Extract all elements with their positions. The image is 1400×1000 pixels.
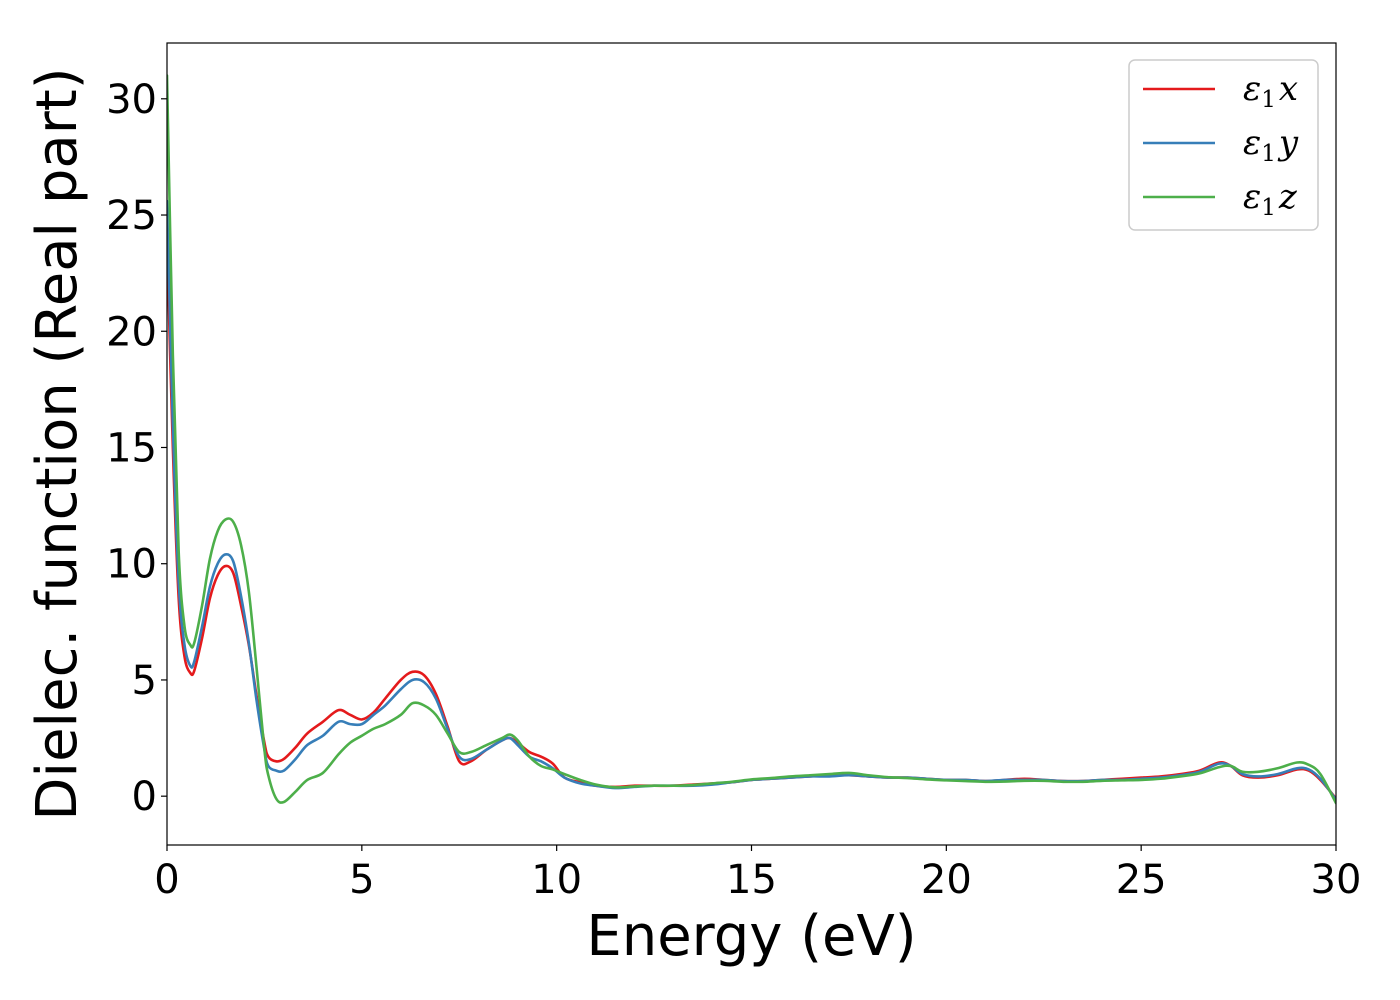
x-tick-label: 5 <box>349 857 374 903</box>
legend-box <box>1128 59 1319 231</box>
y-tick-label: 10 <box>106 542 157 588</box>
y-axis-ticks: 0 5 10 15 20 25 30 <box>106 77 167 820</box>
y-tick-label: 25 <box>106 193 157 239</box>
legend-label-y: ε1y <box>1243 123 1299 167</box>
x-axis-ticks: 0 5 10 15 20 25 30 <box>154 845 1361 903</box>
legend-label-z: ε1z <box>1243 177 1298 221</box>
x-tick-label: 25 <box>1116 857 1167 903</box>
x-tick-label: 15 <box>726 857 777 903</box>
x-tick-label: 10 <box>531 857 582 903</box>
x-axis-title: Energy (eV) <box>586 904 916 969</box>
series-line-x <box>167 236 1336 800</box>
x-tick-label: 0 <box>154 857 179 903</box>
y-tick-label: 5 <box>132 658 157 704</box>
y-tick-label: 0 <box>132 774 157 820</box>
series-line-z <box>167 74 1336 805</box>
series-layer <box>167 74 1336 805</box>
x-tick-label: 20 <box>921 857 972 903</box>
x-tick-label: 30 <box>1311 857 1362 903</box>
y-tick-label: 15 <box>106 425 157 471</box>
y-tick-label: 20 <box>106 309 157 355</box>
legend: ε1x ε1y ε1z <box>1128 59 1319 231</box>
legend-label-x: ε1x <box>1243 69 1298 113</box>
y-axis-title: Dielec. function (Real part) <box>25 67 90 820</box>
y-tick-label: 30 <box>106 77 157 123</box>
